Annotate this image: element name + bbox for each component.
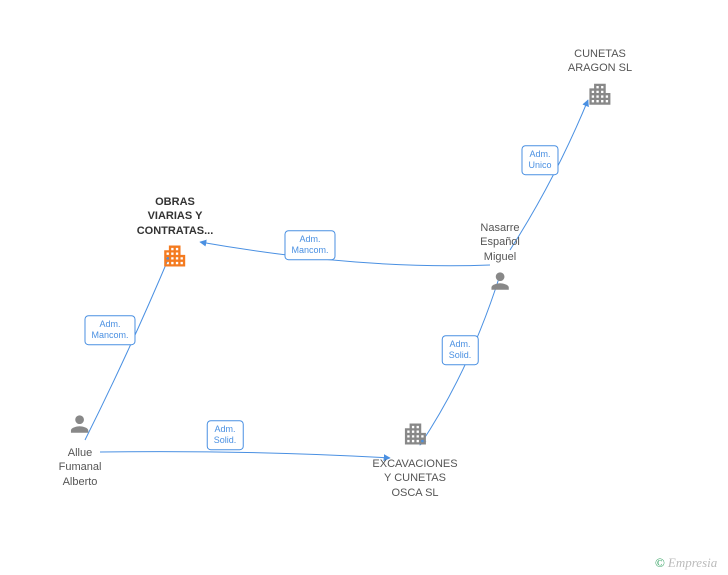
- edge-label: Adm. Solid.: [207, 420, 244, 450]
- edge: [510, 100, 588, 250]
- node-obras[interactable]: OBRAS VIARIAS Y CONTRATAS...: [137, 195, 214, 275]
- edge-label: Adm. Solid.: [442, 335, 479, 365]
- watermark: ©Empresia: [655, 555, 717, 571]
- watermark-text: Empresia: [668, 555, 717, 570]
- edge-label: Adm. Mancom.: [84, 315, 135, 345]
- node-label: EXCAVACIONES Y CUNETAS OSCA SL: [372, 457, 457, 500]
- building-icon: [401, 420, 429, 453]
- edge: [200, 242, 490, 266]
- person-icon: [67, 411, 93, 442]
- node-label: OBRAS VIARIAS Y CONTRATAS...: [137, 195, 214, 238]
- node-nasarre[interactable]: Nasarre Español Miguel: [480, 221, 520, 299]
- building-icon: [161, 242, 189, 275]
- copyright-symbol: ©: [655, 555, 665, 570]
- node-label: CUNETAS ARAGON SL: [568, 47, 632, 76]
- edge-label: Adm. Mancom.: [284, 230, 335, 260]
- node-label: Allue Fumanal Alberto: [59, 446, 102, 489]
- node-cunetas[interactable]: CUNETAS ARAGON SL: [568, 47, 632, 113]
- building-icon: [586, 80, 614, 113]
- edge: [100, 452, 390, 458]
- node-excav[interactable]: EXCAVACIONES Y CUNETAS OSCA SL: [372, 420, 457, 500]
- node-label: Nasarre Español Miguel: [480, 221, 520, 264]
- node-allue[interactable]: Allue Fumanal Alberto: [59, 411, 102, 489]
- person-icon: [487, 268, 513, 299]
- edge-label: Adm. Unico: [521, 145, 558, 175]
